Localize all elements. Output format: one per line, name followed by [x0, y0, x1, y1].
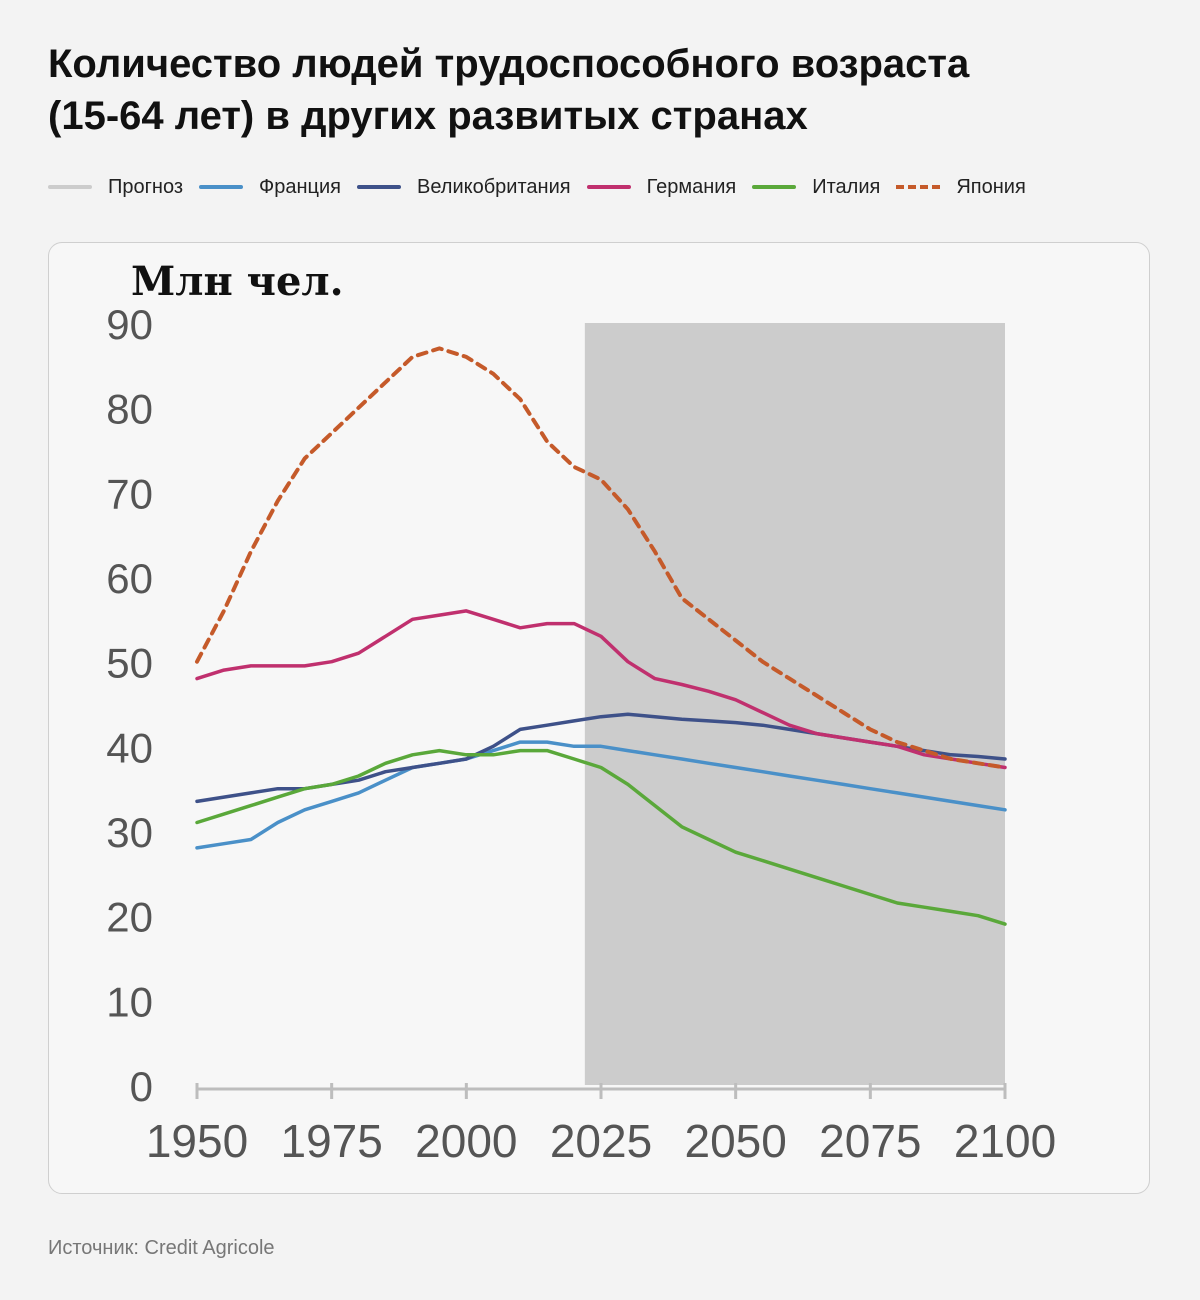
chart-card: Млн чел. 0 10 20 30 40 50 60 70 80 90 1950 1975 2000 2… — [48, 242, 1150, 1194]
y-tick-label: 50 — [106, 640, 153, 687]
legend-swatch — [356, 185, 401, 189]
legend-swatch — [48, 185, 92, 189]
legend-item: Прогноз — [48, 176, 183, 199]
legend-item: Германия — [586, 175, 737, 199]
legend-item: Япония — [896, 175, 1026, 199]
forecast-region — [584, 323, 1005, 1085]
legend-label: Прогноз — [108, 175, 184, 198]
legend-item: Франция — [199, 176, 341, 199]
legend-swatch — [586, 185, 631, 189]
y-axis-label: Млн чел. — [131, 258, 344, 305]
chart-legend: Прогноз Франция Великобритания Германия Итал… — [48, 172, 1042, 202]
series-line — [195, 748, 1007, 926]
x-tick-label: 2000 — [415, 1115, 517, 1167]
y-tick-label: 20 — [106, 894, 153, 941]
series-line — [195, 346, 1007, 770]
y-tick-label: 70 — [106, 470, 153, 517]
x-tick-label: 2050 — [684, 1115, 786, 1167]
x-tick-label: 1975 — [280, 1115, 382, 1167]
x-tick-label: 2075 — [819, 1115, 921, 1167]
legend-label: Германия — [646, 175, 737, 198]
x-tick-label: 2100 — [954, 1115, 1056, 1167]
legend-item: Италия — [752, 176, 880, 199]
series-line — [195, 740, 1007, 850]
series-line — [195, 609, 1007, 770]
page-title: Количество людей трудоспособного возраст… — [48, 38, 1148, 142]
legend-item: Великобритания — [356, 175, 571, 199]
legend-label: Япония — [956, 175, 1026, 198]
x-tick-label: 1950 — [146, 1115, 248, 1167]
legend-swatch — [199, 185, 244, 189]
title-line-1: Количество людей трудоспособного возраст… — [48, 42, 970, 86]
y-tick-label: 30 — [106, 809, 153, 856]
source-note: Источник: Credit Agricole — [48, 1237, 275, 1259]
y-tick-label: 60 — [106, 555, 153, 602]
y-tick-label: 10 — [106, 978, 153, 1025]
legend-swatch — [752, 185, 797, 189]
title-line-2: (15-64 лет) в других развитых странах — [48, 94, 808, 138]
legend-label: Великобритания — [416, 175, 571, 198]
y-tick-label: 40 — [106, 724, 153, 771]
legend-swatch — [896, 185, 941, 189]
x-tick-label: 2025 — [550, 1115, 652, 1167]
y-tick-label: 0 — [130, 1063, 153, 1110]
legend-label: Франция — [259, 175, 341, 198]
y-tick-label: 80 — [106, 386, 153, 433]
line-chart: Млн чел. 0 10 20 30 40 50 60 70 80 90 1950 1975 2000 2… — [106, 258, 1056, 1167]
y-tick-label: 90 — [106, 301, 153, 348]
legend-label: Италия — [812, 175, 881, 198]
